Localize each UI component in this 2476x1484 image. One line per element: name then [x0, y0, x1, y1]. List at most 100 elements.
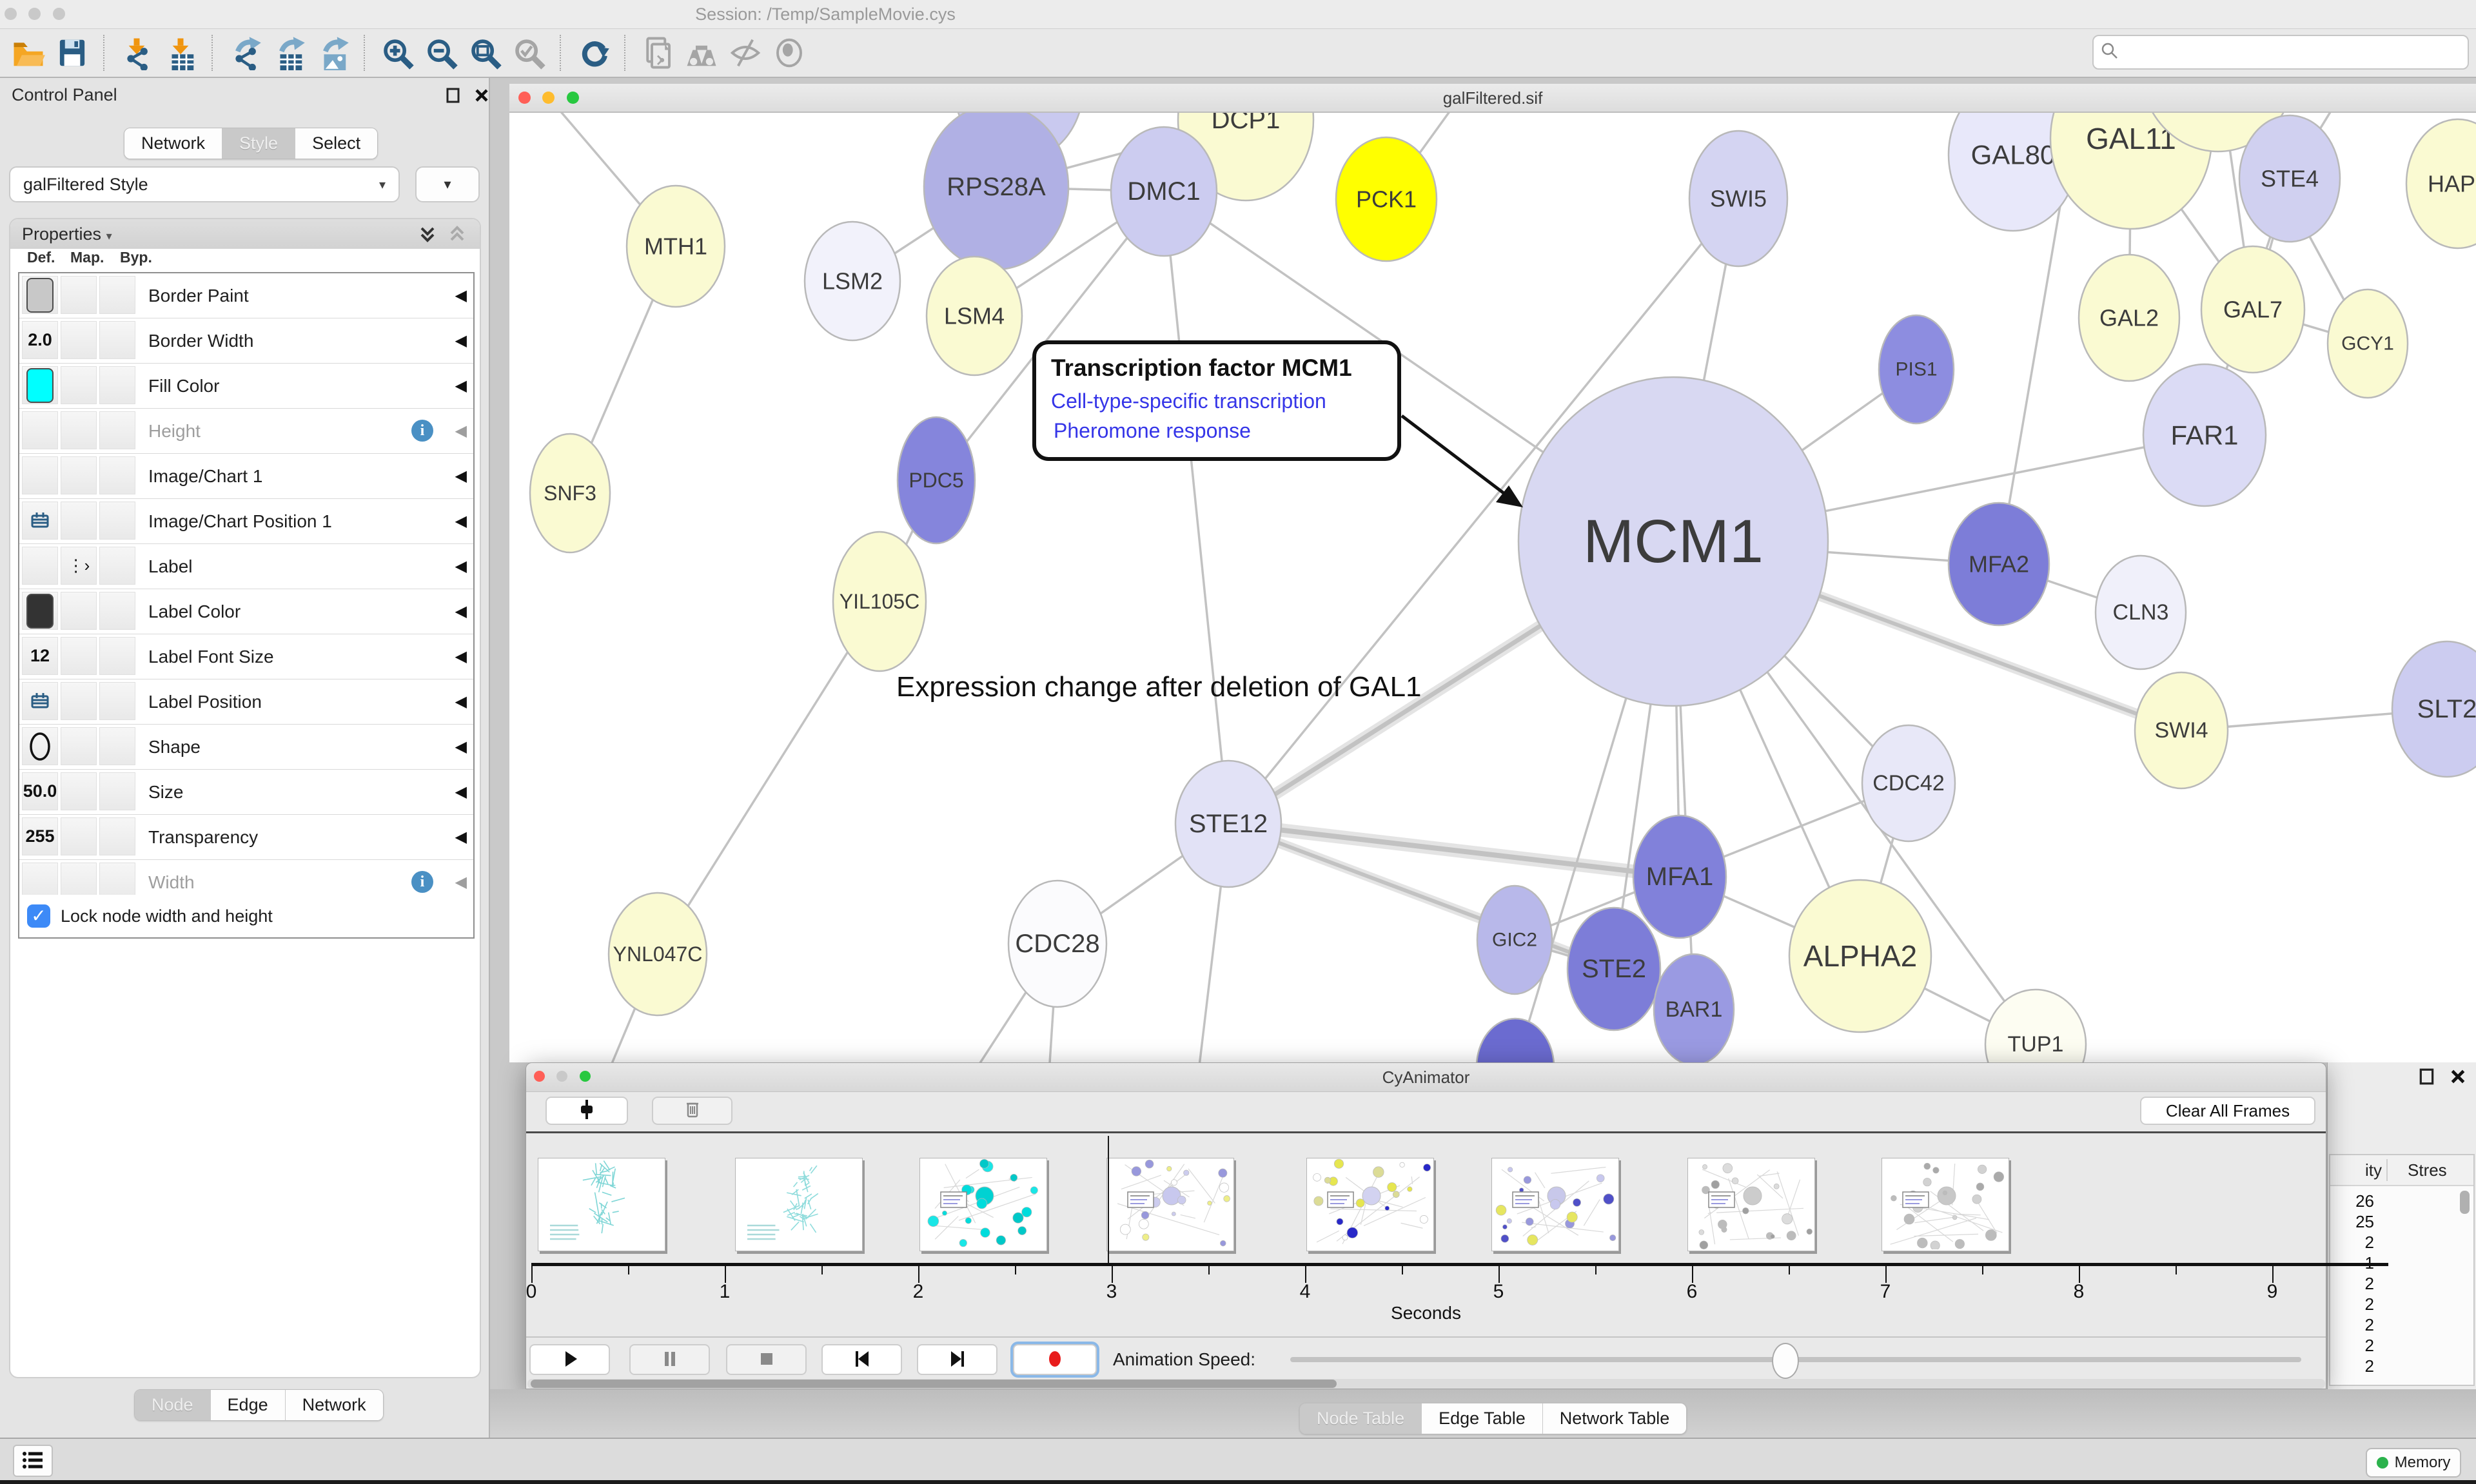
node-PCK1[interactable]	[1335, 136, 1438, 262]
zoom-window-icon[interactable]	[52, 8, 65, 20]
property-row-border-paint[interactable]: Border Paint ◀	[19, 273, 473, 318]
frame-thumbnail-2[interactable]	[735, 1158, 863, 1251]
node-BAR1[interactable]	[1653, 953, 1735, 1062]
hide-eye-button[interactable]	[725, 33, 765, 73]
close-panel-icon[interactable]	[473, 87, 490, 107]
lock-size-row[interactable]: ✓ Lock node width and height	[18, 895, 475, 939]
close-cyanimator-icon[interactable]	[534, 1071, 545, 1082]
frame-thumbnail-3[interactable]	[919, 1158, 1047, 1251]
refresh-layout-button[interactable]	[573, 33, 613, 73]
delete-frame-button[interactable]	[652, 1097, 732, 1125]
node-SLT2[interactable]	[2391, 640, 2476, 778]
clear-all-frames-button[interactable]: Clear All Frames	[2140, 1097, 2315, 1125]
export-table-button[interactable]	[269, 33, 309, 73]
node-YNL047C[interactable]	[607, 892, 708, 1017]
panel-tab-node[interactable]: Node	[135, 1390, 211, 1420]
node-n_bot[interactable]	[1476, 1017, 1555, 1062]
default-value[interactable]: 12	[30, 646, 50, 665]
expand-row-icon[interactable]: ◀	[455, 648, 467, 665]
property-row-transparency[interactable]: 255 Transparency ◀	[19, 815, 473, 860]
tab-style[interactable]: Style	[222, 128, 296, 159]
expand-row-icon[interactable]: ◀	[455, 558, 467, 575]
property-row-image-chart-1[interactable]: Image/Chart 1 ◀	[19, 454, 473, 499]
export-network-button[interactable]	[225, 33, 265, 73]
task-history-button[interactable]	[13, 1445, 53, 1477]
edge-STE12-SWI5[interactable]	[1227, 197, 1740, 825]
node-DMC1[interactable]	[1110, 126, 1218, 257]
zoom-network-window-icon[interactable]	[566, 92, 579, 104]
expand-row-icon[interactable]: ◀	[455, 467, 467, 485]
node-GCY1[interactable]	[2326, 288, 2409, 399]
tab-select[interactable]: Select	[295, 128, 378, 159]
stop-button[interactable]	[726, 1344, 807, 1375]
expand-row-icon[interactable]: ◀	[455, 377, 467, 395]
go-to-start-button[interactable]	[821, 1344, 902, 1375]
zoom-in-button[interactable]	[377, 33, 417, 73]
node-TUP1[interactable]	[1984, 988, 2087, 1062]
open-folder-button[interactable]	[8, 33, 48, 73]
timeline-playhead[interactable]	[1108, 1136, 1109, 1265]
table-tab-network-table[interactable]: Network Table	[1542, 1403, 1687, 1434]
record-button[interactable]	[1013, 1344, 1097, 1375]
search-field[interactable]	[2092, 35, 2469, 70]
node-PIS1[interactable]	[1878, 314, 1955, 425]
node-STE4[interactable]	[2238, 114, 2341, 243]
collapse-all-icon[interactable]	[446, 219, 468, 258]
expand-row-icon[interactable]: ◀	[455, 422, 467, 440]
default-value[interactable]: 50.0	[23, 781, 57, 801]
node-table[interactable]: ity Stres 26252122222	[2329, 1154, 2475, 1386]
style-options-button[interactable]: ▾	[415, 166, 480, 202]
table-tab-edge-table[interactable]: Edge Table	[1422, 1403, 1543, 1434]
expand-row-icon[interactable]: ◀	[455, 287, 467, 304]
zoom-fit-button[interactable]	[465, 33, 505, 73]
frame-thumbnail-8[interactable]	[1882, 1158, 2009, 1251]
expand-row-icon[interactable]: ◀	[455, 874, 467, 891]
float-panel-icon[interactable]	[445, 87, 462, 107]
annotation-box[interactable]	[1032, 340, 1401, 461]
default-swatch[interactable]	[26, 367, 54, 403]
expand-row-icon[interactable]: ◀	[455, 693, 467, 710]
close-network-window-icon[interactable]	[518, 92, 531, 104]
node-LSM2[interactable]	[803, 220, 901, 342]
frame-thumbnail-7[interactable]	[1687, 1158, 1815, 1251]
property-row-border-width[interactable]: 2.0 Border Width ◀	[19, 318, 473, 364]
node-SWI5[interactable]	[1688, 130, 1789, 268]
frame-thumbnail-4[interactable]	[1106, 1158, 1234, 1251]
table-scrollbar[interactable]	[2460, 1191, 2470, 1214]
property-row-width[interactable]: Width i ◀	[19, 860, 473, 905]
default-swatch[interactable]	[26, 277, 54, 313]
expand-row-icon[interactable]: ◀	[455, 513, 467, 530]
timeline-ruler[interactable]	[531, 1263, 2388, 1266]
node-HAP2[interactable]	[2405, 118, 2476, 249]
float-table-icon[interactable]	[2418, 1068, 2436, 1089]
node-SNF3[interactable]	[529, 433, 611, 554]
column-ity[interactable]: ity	[2365, 1160, 2382, 1180]
panel-tab-network[interactable]: Network	[285, 1390, 383, 1420]
node-GAL2[interactable]	[2078, 253, 2181, 382]
expand-all-icon[interactable]	[417, 219, 438, 258]
node-YIL105C[interactable]	[832, 531, 927, 672]
property-row-height[interactable]: Height i ◀	[19, 409, 473, 454]
show-eye-button[interactable]	[769, 33, 809, 73]
node-CDC28[interactable]	[1007, 879, 1108, 1008]
edge-DMC1-STE12[interactable]	[1163, 191, 1230, 825]
network-window-titlebar[interactable]: galFiltered.sif	[509, 84, 2476, 113]
lock-size-checkbox[interactable]: ✓	[27, 904, 50, 928]
expand-row-icon[interactable]: ◀	[455, 603, 467, 620]
node-STE2[interactable]	[1566, 906, 1662, 1031]
node-MFA1[interactable]	[1632, 814, 1727, 939]
edge-PDC5-DMC1[interactable]	[935, 190, 1165, 482]
property-row-image-chart-position-1[interactable]: Image/Chart Position 1 ◀	[19, 499, 473, 544]
go-to-end-button[interactable]	[917, 1344, 997, 1375]
default-swatch[interactable]	[26, 593, 54, 629]
zoom-selected-button[interactable]	[509, 33, 549, 73]
minimize-network-window-icon[interactable]	[542, 92, 555, 104]
expand-row-icon[interactable]: ◀	[455, 783, 467, 801]
node-GIC2[interactable]	[1476, 884, 1553, 995]
import-table-button[interactable]	[161, 33, 201, 73]
expand-row-icon[interactable]: ◀	[455, 332, 467, 349]
minimize-window-icon[interactable]	[28, 8, 41, 20]
pause-button[interactable]	[629, 1344, 710, 1375]
expand-row-icon[interactable]: ◀	[455, 738, 467, 756]
search-input[interactable]	[2126, 41, 2468, 63]
